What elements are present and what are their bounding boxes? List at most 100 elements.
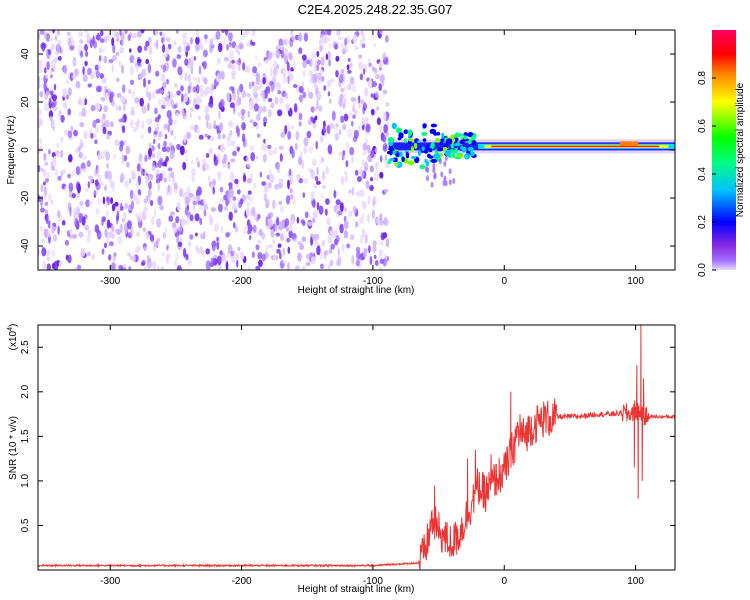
spectrogram-cell [343, 113, 349, 122]
spectrogram-cell [106, 162, 109, 170]
spectrogram-cell [105, 209, 109, 218]
spectrogram-cell [229, 171, 235, 182]
spectrogram-cell [90, 39, 93, 49]
spectrogram-cell [344, 37, 347, 47]
spectrogram-cell [278, 182, 283, 189]
spectrogram-cell [323, 85, 327, 91]
spectrogram-cell [209, 216, 214, 226]
spectrogram-cell [257, 213, 261, 220]
spectrogram-cell [355, 259, 360, 267]
spectrogram-cell [57, 210, 61, 219]
spectrogram-cell [251, 81, 255, 87]
spectrogram-cell [249, 145, 255, 152]
spectrogram-cell [65, 254, 69, 261]
spectrogram-cell [246, 93, 251, 98]
spectrogram-cell [184, 149, 188, 154]
spectrogram-cell [57, 225, 60, 235]
ridge-cell [440, 171, 444, 178]
ridge-cell [426, 175, 429, 182]
spectrogram-cell [94, 169, 98, 177]
spectrogram-cell [141, 120, 145, 129]
spectrogram-cell [130, 90, 136, 98]
spectrogram-cell [361, 200, 367, 210]
spectrogram-cell [104, 92, 109, 100]
spectrogram-cell [190, 56, 194, 63]
ridge-cell [403, 129, 409, 134]
spectrogram-cell [87, 83, 93, 88]
spectrogram-cell [97, 60, 102, 70]
spectrogram-cell [265, 204, 269, 209]
spectrogram-cell [175, 251, 179, 262]
spectrogram-cell [224, 30, 228, 36]
spectrogram-cell [130, 200, 135, 210]
spectrogram-cell [119, 144, 124, 152]
ridge-cell [438, 158, 442, 165]
spectrogram-cell [379, 124, 382, 134]
spectrogram-cell [249, 119, 254, 124]
spectrogram-cell [230, 140, 236, 146]
spectrogram-cell [269, 67, 273, 77]
spectrogram-cell [157, 142, 161, 150]
spectrogram-cell [368, 62, 372, 67]
spectrogram-cell [112, 185, 115, 192]
spectrogram-cell [67, 173, 71, 179]
spectrogram-cell [236, 87, 240, 97]
spectrogram-cell [287, 246, 291, 254]
spectrogram-cell [106, 32, 110, 41]
spectrogram-cell [321, 184, 327, 190]
spectrogram-cell [205, 153, 210, 158]
spectrogram-cell [301, 81, 305, 87]
spectrogram-cell [301, 220, 306, 227]
spectrogram-cell [338, 151, 344, 157]
spectrogram-cell [379, 171, 384, 179]
spectrogram-cell [374, 260, 379, 266]
spectrogram-cell [320, 193, 324, 199]
spectrogram-cell [103, 105, 108, 113]
spectrogram-cell [219, 250, 223, 256]
spectrogram-cell [305, 253, 311, 260]
spectrogram-cell [314, 233, 318, 243]
spectrogram-cell [163, 53, 168, 58]
spectrogram-cell [382, 89, 388, 95]
spectrogram-cell [266, 174, 271, 180]
spectrogram-cell [169, 211, 176, 216]
spectrogram-cell [285, 195, 291, 205]
spectrogram-cell [367, 57, 371, 64]
spectrogram-cell [39, 226, 44, 231]
spectrogram-cell [364, 137, 368, 145]
spectrogram-cell [38, 145, 43, 151]
spectrogram-cell [212, 36, 216, 41]
spectrogram-cell [326, 79, 332, 87]
spectrogram-cell [308, 70, 313, 77]
spectrogram-cell [78, 99, 82, 105]
spectrogram-cell [265, 244, 268, 254]
spectrogram-cell [162, 232, 167, 239]
spectrogram-cell [241, 113, 245, 121]
ridge-cell [471, 140, 477, 146]
spectrogram-cell [190, 159, 194, 165]
spectrogram-cell [69, 228, 73, 234]
spectrogram-cell [75, 80, 81, 89]
spectrogram-cell [101, 216, 107, 223]
spectrogram-cell [137, 30, 142, 38]
spectrogram-cell [199, 88, 204, 98]
spectrogram-cell [373, 43, 377, 48]
spectrogram-cell [66, 31, 71, 37]
spectrogram-cell [340, 42, 344, 52]
ridge-cell [426, 146, 430, 152]
spectrogram-cell [192, 86, 198, 93]
spectrogram-cell [263, 193, 267, 202]
spectrogram-cell [337, 210, 343, 216]
spectrogram-cell [87, 67, 92, 76]
y-tick-label: 0 [20, 147, 31, 153]
spectrogram-cell [251, 251, 255, 259]
spectrogram-cell [48, 193, 52, 202]
spectrogram-cell [51, 224, 55, 235]
spectrogram-cell [136, 163, 141, 172]
spectrogram-cell [265, 216, 269, 227]
spectrogram-cell [148, 147, 152, 157]
spectrogram-cell [314, 175, 319, 182]
spectrogram-cell [365, 123, 371, 133]
spectrogram-cell [44, 209, 49, 215]
